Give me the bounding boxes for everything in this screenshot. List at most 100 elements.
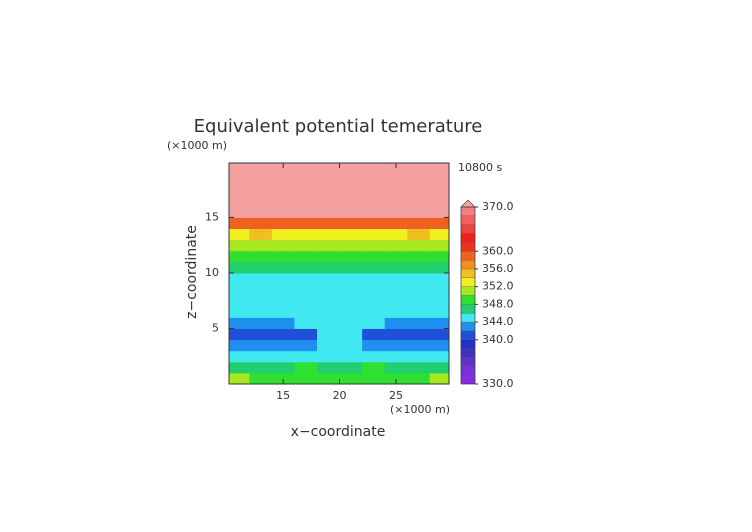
field-cell — [249, 250, 273, 263]
field-cell — [339, 217, 363, 230]
field-cell — [317, 206, 341, 218]
y-unit: (×1000 m) — [167, 139, 227, 152]
field-cell — [317, 339, 341, 352]
colorbar-band — [460, 233, 476, 243]
field-cell — [339, 228, 363, 241]
field-cell — [429, 361, 449, 374]
field-cell — [249, 339, 273, 352]
colorbar-band — [460, 259, 476, 270]
colorbar-band — [460, 374, 476, 385]
field-cell — [229, 250, 250, 263]
field-cell — [429, 239, 449, 252]
field-cell — [294, 317, 318, 329]
field-cell — [339, 350, 363, 363]
field-cell — [429, 372, 449, 384]
field-cell — [362, 361, 386, 374]
field-cell — [229, 350, 250, 363]
field-cell — [384, 228, 408, 241]
field-cell — [317, 250, 341, 263]
field-cell — [249, 361, 273, 374]
field-cell — [384, 317, 408, 329]
field-cell — [384, 163, 408, 174]
colorbar-band — [460, 295, 476, 305]
field-cell — [229, 284, 250, 296]
plot-frame — [228, 162, 450, 385]
x-unit: (×1000 m) — [390, 403, 450, 416]
field-cell — [271, 250, 295, 263]
field-cell — [317, 328, 341, 341]
field-cell — [271, 328, 295, 341]
field-cell — [271, 206, 295, 218]
colorbar-tick-label: 340.0 — [482, 333, 514, 346]
field-cell — [249, 272, 273, 285]
field-cell — [362, 172, 386, 185]
field-cell — [429, 295, 449, 307]
field-cell — [317, 295, 341, 307]
colorbar-tick-label: 348.0 — [482, 297, 514, 310]
field-cell — [339, 317, 363, 329]
field-cell — [362, 339, 386, 352]
field-cell — [229, 272, 250, 285]
field-cell — [339, 239, 363, 252]
field-cell — [249, 328, 273, 341]
field-cell — [229, 163, 250, 174]
field-cell — [407, 295, 431, 307]
field-cell — [362, 239, 386, 252]
field-cell — [294, 328, 318, 341]
field-cell — [407, 228, 431, 241]
colorbar-band — [460, 206, 476, 216]
field-cell — [249, 350, 273, 363]
field-cell — [249, 228, 273, 241]
field-cell — [229, 206, 250, 218]
field-cell — [317, 172, 341, 185]
field-cell — [271, 217, 295, 230]
field-cell — [271, 295, 295, 307]
x-tick-label: 25 — [389, 389, 403, 402]
field-cell — [339, 339, 363, 352]
field-cell — [317, 239, 341, 252]
field-cell — [229, 306, 250, 318]
field-cell — [317, 195, 341, 207]
field-cell — [407, 163, 431, 174]
field-cell — [384, 272, 408, 285]
field-cell — [384, 239, 408, 252]
field-cell — [384, 284, 408, 296]
field-cell — [339, 250, 363, 263]
field-cell — [229, 217, 250, 230]
colorbar-band — [460, 215, 476, 225]
field-cell — [229, 328, 250, 341]
field-cell — [362, 261, 386, 274]
field-cell — [229, 172, 250, 185]
field-cell — [384, 339, 408, 352]
field-cell — [294, 350, 318, 363]
field-cell — [249, 163, 273, 174]
field-cell — [362, 317, 386, 329]
field-cell — [339, 295, 363, 307]
field-cell — [249, 206, 273, 218]
colorbar-band — [460, 304, 476, 314]
field-cell — [429, 284, 449, 296]
field-cell — [271, 350, 295, 363]
colorbar-tick-label: 370.0 — [482, 200, 514, 213]
field-cell — [362, 272, 386, 285]
field-cell — [317, 350, 341, 363]
colorbar-band — [460, 277, 476, 287]
colorbar-band — [460, 321, 476, 332]
field-cell — [249, 284, 273, 296]
field-cell — [294, 306, 318, 318]
field-cell — [339, 372, 363, 384]
colorbar-band — [460, 330, 476, 340]
colorbar-band — [460, 313, 476, 323]
field-cell — [294, 163, 318, 174]
field-cell — [317, 163, 341, 174]
colorbar-extend — [460, 199, 476, 208]
y-tick-label: 5 — [212, 321, 219, 334]
field-cell — [249, 195, 273, 207]
field-cell — [294, 361, 318, 374]
field-cell — [429, 228, 449, 241]
field-cell — [229, 317, 250, 329]
field-cell — [339, 184, 363, 196]
field-cell — [229, 372, 250, 384]
field — [229, 163, 449, 384]
